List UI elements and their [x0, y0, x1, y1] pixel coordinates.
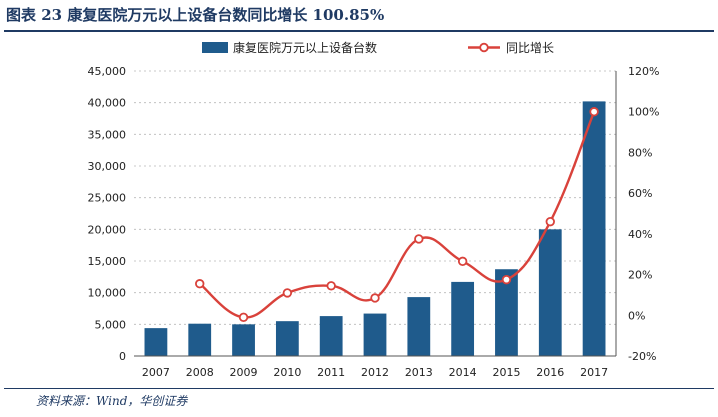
growth-point-2016 [545, 216, 555, 227]
axes: 0 5,000 10,000 15,000 20,000 25,000 30,000 35,0… [88, 65, 660, 379]
bar-2008 [188, 323, 212, 356]
y-right-tick-label: 0% [628, 309, 645, 322]
y-left-tick-label: 45,000 [88, 65, 127, 78]
bar-2012 [363, 313, 387, 356]
y-left-tick-label: 10,000 [88, 287, 127, 300]
bar-2015 [495, 269, 518, 356]
y-left-tick-label: 5,000 [95, 318, 127, 331]
y-right-tick-label: 100% [628, 106, 659, 119]
y-right-tick-label: 120% [628, 65, 659, 78]
x-tick-label: 2009 [230, 366, 258, 379]
x-tick-label: 2014 [449, 366, 477, 379]
legend-line-label: 同比增长 [506, 41, 554, 55]
y-right-tick-label: 20% [628, 269, 652, 282]
growth-point-2013 [414, 234, 424, 244]
y-right-tick-label: 60% [628, 187, 652, 200]
y-right-tick-label: -20% [628, 350, 656, 363]
x-tick-label: 2017 [580, 366, 608, 379]
chart-area: 0 5,000 10,000 15,000 20,000 25,000 30,000 35,0… [88, 40, 660, 379]
line-series [195, 107, 599, 323]
x-tick-label: 2012 [361, 366, 389, 379]
bar-2016 [538, 229, 562, 356]
y-right-tick-label: 40% [628, 228, 652, 241]
title-divider [4, 30, 714, 32]
bar-2011 [319, 316, 343, 356]
legend-bar-swatch [202, 42, 228, 53]
x-tick-label: 2007 [142, 366, 170, 379]
x-tick-label: 2016 [536, 366, 564, 379]
legend: 康复医院万元以上设备台数 同比增长 [202, 40, 554, 55]
y-left-tick-label: 0 [119, 350, 126, 363]
growth-point-2011 [326, 281, 336, 291]
bar-2017 [582, 101, 606, 357]
y-left-tick-label: 15,000 [88, 255, 127, 268]
growth-point-2014 [457, 256, 468, 267]
growth-point-2012 [370, 293, 380, 303]
bar-2010 [275, 321, 299, 356]
x-tick-label: 2008 [186, 366, 214, 379]
chart-title: 图表 23 康复医院万元以上设备台数同比增长 100.85% [6, 6, 385, 24]
y-left-tick-label: 40,000 [88, 97, 127, 110]
y-left-tick-label: 20,000 [88, 223, 127, 236]
y-left-tick-label: 35,000 [88, 128, 127, 141]
bar-2007 [144, 328, 168, 356]
growth-point-2009 [238, 312, 249, 323]
growth-point-2010 [282, 288, 293, 298]
bar-series [144, 101, 606, 357]
y-left-tick-label: 30,000 [88, 160, 127, 173]
y-left-tick-label: 25,000 [88, 192, 127, 205]
bar-2009 [232, 324, 255, 356]
legend-line-marker [479, 42, 489, 53]
growth-line [198, 111, 596, 319]
x-tick-label: 2013 [405, 366, 433, 379]
x-tick-label: 2011 [317, 366, 345, 379]
x-tick-label: 2015 [492, 366, 520, 379]
growth-point-2015 [501, 274, 512, 285]
bar-2014 [451, 281, 475, 356]
source-divider [4, 388, 714, 389]
grid-lines [134, 70, 616, 325]
growth-point-2017 [589, 107, 599, 117]
x-tick-label: 2010 [273, 366, 301, 379]
legend-bar-label: 康复医院万元以上设备台数 [233, 40, 377, 55]
y-right-tick-label: 80% [628, 146, 652, 159]
bar-2013 [407, 297, 431, 356]
source-note: 资料来源：Wind，华创证券 [36, 394, 188, 408]
growth-point-2008 [195, 279, 205, 289]
